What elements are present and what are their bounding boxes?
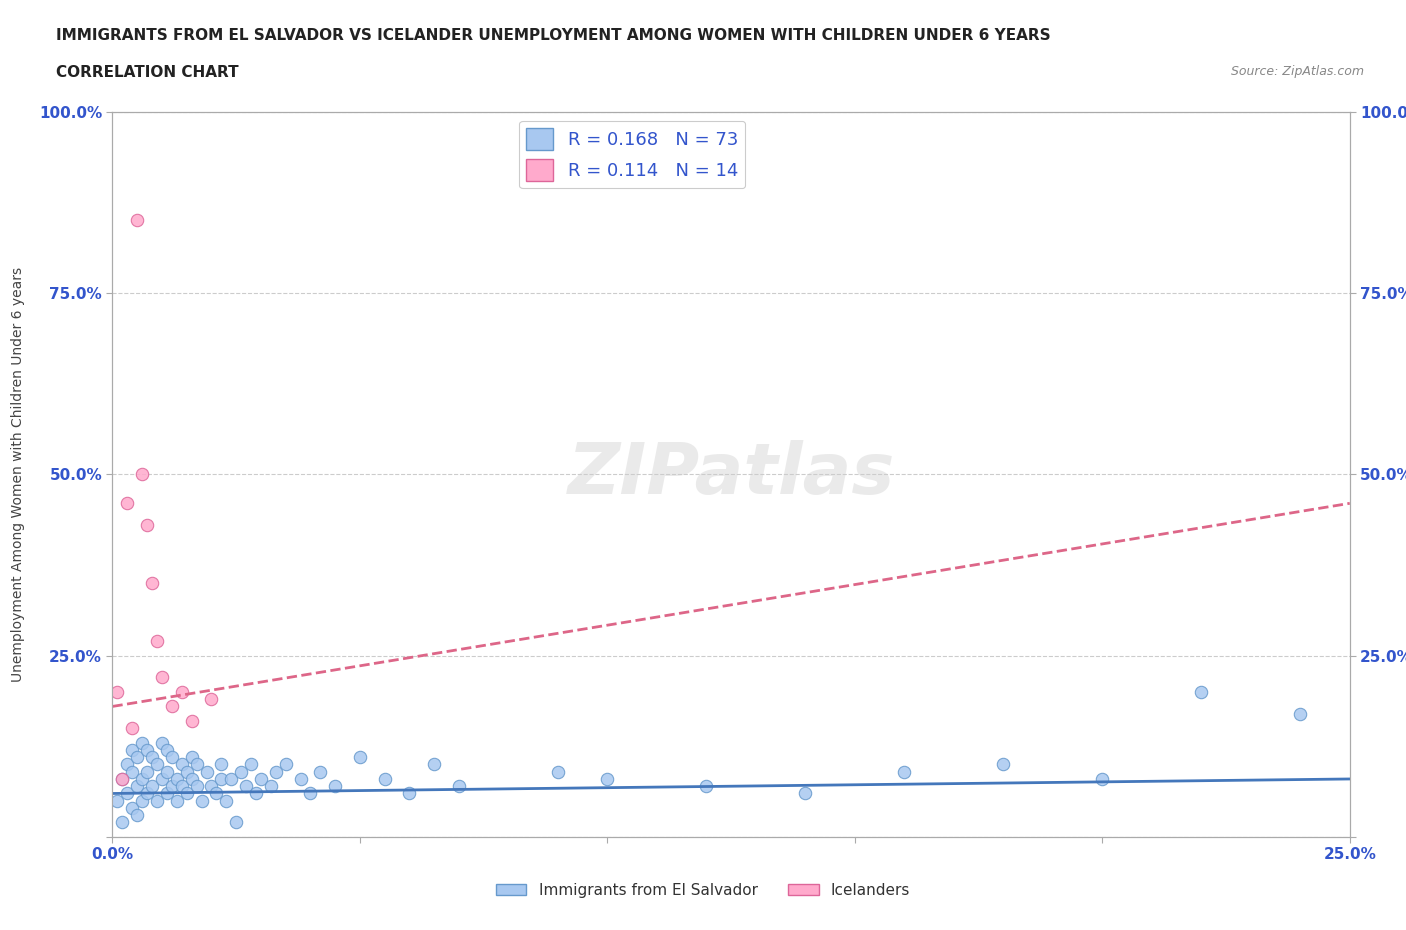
- Immigrants from El Salvador: [150, 736, 173, 751]
- Immigrants from El Salvador: [127, 750, 149, 764]
- Immigrants from El Salvador: [993, 757, 1015, 772]
- Immigrants from El Salvador: [107, 793, 129, 808]
- Immigrants from El Salvador: [205, 786, 228, 801]
- Immigrants from El Salvador: [127, 808, 149, 823]
- Icelanders: [121, 721, 143, 736]
- Immigrants from El Salvador: [131, 772, 153, 787]
- Immigrants from El Salvador: [274, 757, 297, 772]
- Immigrants from El Salvador: [299, 786, 322, 801]
- Icelanders: [111, 772, 134, 787]
- Immigrants from El Salvador: [398, 786, 420, 801]
- Icelanders: [160, 699, 183, 714]
- Icelanders: [150, 670, 173, 684]
- Immigrants from El Salvador: [141, 778, 163, 793]
- Immigrants from El Salvador: [127, 778, 149, 793]
- Immigrants from El Salvador: [240, 757, 263, 772]
- Immigrants from El Salvador: [893, 764, 915, 779]
- Immigrants from El Salvador: [156, 764, 179, 779]
- Immigrants from El Salvador: [195, 764, 218, 779]
- Text: CORRELATION CHART: CORRELATION CHART: [56, 65, 239, 80]
- Immigrants from El Salvador: [121, 764, 143, 779]
- Icelanders: [127, 213, 149, 228]
- Icelanders: [107, 684, 129, 699]
- Immigrants from El Salvador: [170, 778, 193, 793]
- Immigrants from El Salvador: [186, 778, 208, 793]
- Immigrants from El Salvador: [150, 772, 173, 787]
- Immigrants from El Salvador: [235, 778, 257, 793]
- Immigrants from El Salvador: [180, 772, 202, 787]
- Immigrants from El Salvador: [136, 786, 159, 801]
- Immigrants from El Salvador: [209, 757, 232, 772]
- Immigrants from El Salvador: [117, 786, 139, 801]
- Immigrants from El Salvador: [309, 764, 332, 779]
- Immigrants from El Salvador: [231, 764, 253, 779]
- Immigrants from El Salvador: [117, 757, 139, 772]
- Immigrants from El Salvador: [166, 772, 188, 787]
- Icelanders: [200, 692, 222, 707]
- Icelanders: [136, 518, 159, 533]
- Immigrants from El Salvador: [323, 778, 346, 793]
- Immigrants from El Salvador: [209, 772, 232, 787]
- Immigrants from El Salvador: [111, 772, 134, 787]
- Text: ZIPatlas: ZIPatlas: [568, 440, 894, 509]
- Immigrants from El Salvador: [160, 778, 183, 793]
- Immigrants from El Salvador: [180, 750, 202, 764]
- Immigrants from El Salvador: [111, 815, 134, 830]
- Immigrants from El Salvador: [176, 786, 198, 801]
- Immigrants from El Salvador: [1091, 772, 1114, 787]
- Y-axis label: Unemployment Among Women with Children Under 6 years: Unemployment Among Women with Children U…: [11, 267, 25, 682]
- Legend: R = 0.168   N = 73, R = 0.114   N = 14: R = 0.168 N = 73, R = 0.114 N = 14: [519, 121, 745, 188]
- Immigrants from El Salvador: [695, 778, 717, 793]
- Immigrants from El Salvador: [374, 772, 396, 787]
- Icelanders: [146, 633, 169, 648]
- Legend: Immigrants from El Salvador, Icelanders: Immigrants from El Salvador, Icelanders: [489, 877, 917, 904]
- Immigrants from El Salvador: [290, 772, 312, 787]
- Immigrants from El Salvador: [225, 815, 247, 830]
- Immigrants from El Salvador: [794, 786, 817, 801]
- Immigrants from El Salvador: [190, 793, 212, 808]
- Immigrants from El Salvador: [260, 778, 283, 793]
- Immigrants from El Salvador: [131, 793, 153, 808]
- Immigrants from El Salvador: [200, 778, 222, 793]
- Immigrants from El Salvador: [596, 772, 619, 787]
- Immigrants from El Salvador: [186, 757, 208, 772]
- Immigrants from El Salvador: [121, 742, 143, 757]
- Icelanders: [180, 713, 202, 728]
- Immigrants from El Salvador: [166, 793, 188, 808]
- Immigrants from El Salvador: [250, 772, 273, 787]
- Immigrants from El Salvador: [131, 736, 153, 751]
- Immigrants from El Salvador: [423, 757, 446, 772]
- Immigrants from El Salvador: [136, 764, 159, 779]
- Immigrants from El Salvador: [1189, 684, 1212, 699]
- Icelanders: [131, 467, 153, 482]
- Icelanders: [170, 684, 193, 699]
- Immigrants from El Salvador: [176, 764, 198, 779]
- Immigrants from El Salvador: [349, 750, 371, 764]
- Text: Source: ZipAtlas.com: Source: ZipAtlas.com: [1230, 65, 1364, 78]
- Immigrants from El Salvador: [170, 757, 193, 772]
- Immigrants from El Salvador: [156, 742, 179, 757]
- Immigrants from El Salvador: [160, 750, 183, 764]
- Icelanders: [141, 576, 163, 591]
- Immigrants from El Salvador: [219, 772, 242, 787]
- Immigrants from El Salvador: [156, 786, 179, 801]
- Immigrants from El Salvador: [146, 757, 169, 772]
- Text: IMMIGRANTS FROM EL SALVADOR VS ICELANDER UNEMPLOYMENT AMONG WOMEN WITH CHILDREN : IMMIGRANTS FROM EL SALVADOR VS ICELANDER…: [56, 28, 1050, 43]
- Immigrants from El Salvador: [146, 793, 169, 808]
- Immigrants from El Salvador: [121, 801, 143, 816]
- Immigrants from El Salvador: [1289, 706, 1312, 721]
- Immigrants from El Salvador: [447, 778, 470, 793]
- Immigrants from El Salvador: [245, 786, 267, 801]
- Immigrants from El Salvador: [264, 764, 287, 779]
- Immigrants from El Salvador: [215, 793, 238, 808]
- Immigrants from El Salvador: [141, 750, 163, 764]
- Icelanders: [117, 496, 139, 511]
- Immigrants from El Salvador: [547, 764, 569, 779]
- Immigrants from El Salvador: [136, 742, 159, 757]
